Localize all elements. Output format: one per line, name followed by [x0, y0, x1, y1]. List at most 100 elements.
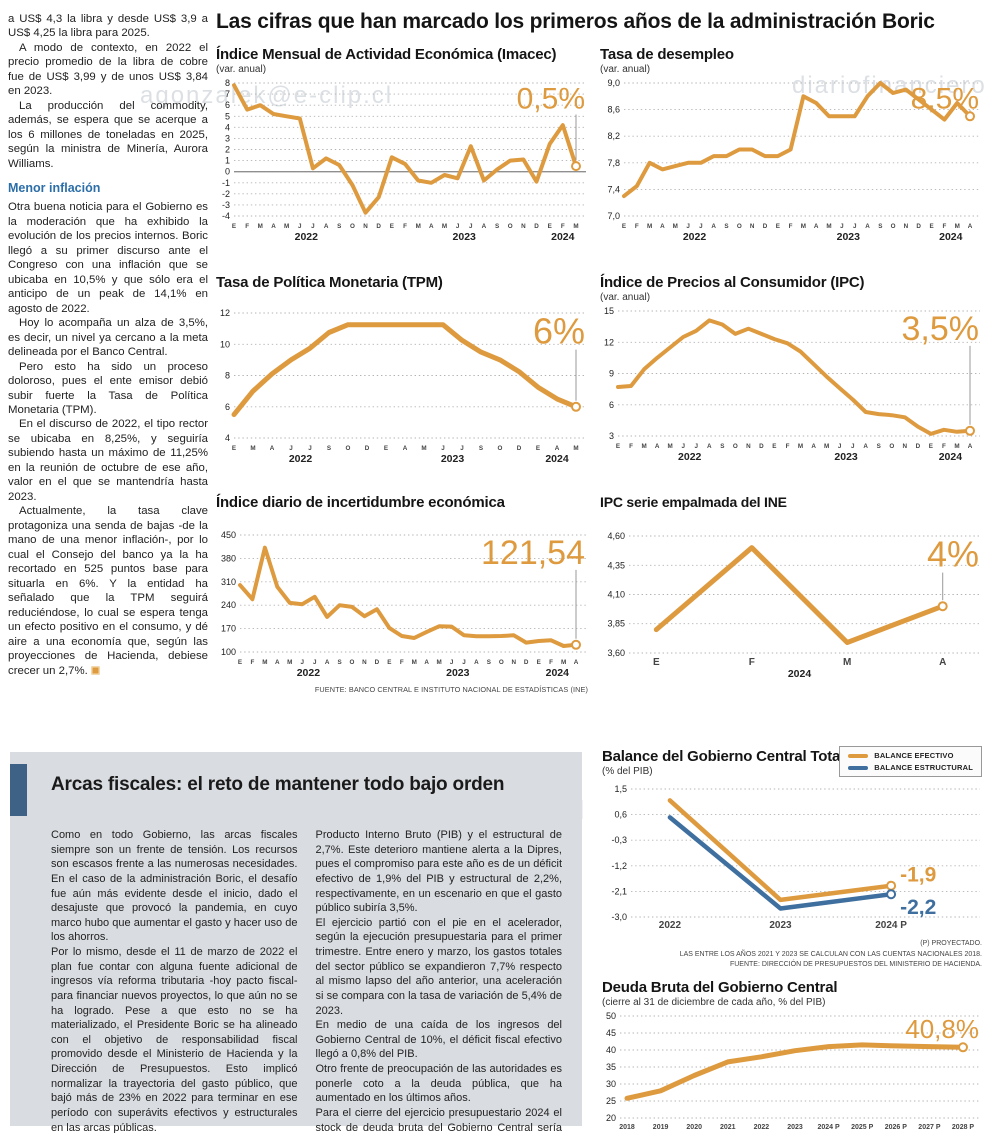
svg-text:N: N — [363, 223, 368, 230]
box-paragraph: El ejercicio partió con el pie en el ace… — [315, 916, 563, 1017]
svg-text:D: D — [534, 223, 539, 230]
chart-plot: 8 7 6 5 4 3 2 1 0 -1 -2 -3 -4 E F M A M J J A S O N D E F M A M J J A S O N… — [216, 75, 588, 248]
svg-text:A: A — [429, 223, 434, 230]
svg-text:D: D — [517, 445, 522, 452]
svg-text:E: E — [384, 445, 388, 452]
svg-text:2022: 2022 — [297, 667, 321, 679]
svg-text:6: 6 — [609, 400, 614, 410]
svg-text:A: A — [968, 443, 973, 450]
svg-text:2024: 2024 — [546, 667, 570, 679]
svg-text:3,85: 3,85 — [607, 619, 625, 629]
box-paragraph: Otro frente de preocupación de las autor… — [315, 1063, 563, 1105]
svg-text:25: 25 — [606, 1096, 616, 1106]
svg-text:O: O — [499, 659, 504, 666]
svg-text:M: M — [955, 223, 960, 230]
footnote: FUENTE: DIRECCIÓN DE PRESUPUESTOS DEL MI… — [729, 961, 982, 968]
svg-text:2024 P: 2024 P — [875, 920, 907, 931]
legend-item: BALANCE ESTRUCTURAL — [848, 763, 973, 772]
chart-deuda: Deuda Bruta del Gobierno Central (cierre… — [602, 979, 982, 1133]
svg-text:6: 6 — [225, 402, 230, 412]
chart-canvas: 9,08,68,27,87,47,0E F M A M J J A S O N D E F M A M J J A S O… — [607, 78, 980, 243]
svg-text:-2: -2 — [222, 189, 230, 199]
svg-text:-1,9: -1,9 — [900, 864, 936, 887]
svg-text:4: 4 — [225, 433, 230, 443]
svg-text:J: J — [456, 223, 460, 230]
svg-text:2022: 2022 — [678, 451, 702, 463]
chart-plot: 15 12 9 6 3 E F M A M J J A S O N D E F M A M J J A S O N D E F M A 2022 2… — [600, 303, 982, 468]
svg-text:M: M — [436, 659, 441, 666]
svg-text:A: A — [325, 659, 330, 666]
footnote: LAS ENTRE LOS AÑOS 2021 Y 2023 SE CALCUL… — [679, 950, 982, 958]
svg-text:A: A — [814, 223, 819, 230]
svg-text:F: F — [789, 223, 793, 230]
svg-text:20: 20 — [606, 1113, 616, 1123]
svg-text:J: J — [853, 223, 857, 230]
svg-text:2024: 2024 — [551, 231, 575, 243]
article-end-icon — [90, 665, 100, 675]
svg-text:2020: 2020 — [686, 1124, 702, 1131]
svg-text:4,60: 4,60 — [607, 531, 625, 541]
chart-source: FUENTE: BANCO CENTRAL E INSTITUTO NACION… — [314, 685, 588, 694]
chart-imacec: Índice Mensual de Actividad Económica (I… — [216, 46, 588, 248]
svg-text:2024: 2024 — [939, 451, 963, 463]
svg-text:-3,0: -3,0 — [611, 912, 627, 922]
svg-text:M: M — [250, 445, 255, 452]
svg-text:M: M — [641, 443, 646, 450]
box-paragraph: Como en todo Gobierno, las arcas fiscale… — [51, 829, 298, 944]
svg-text:M: M — [573, 445, 578, 452]
svg-text:2018: 2018 — [619, 1124, 635, 1131]
svg-text:2023: 2023 — [453, 231, 477, 243]
svg-text:2019: 2019 — [653, 1124, 669, 1131]
legend-swatch-efectivo — [848, 753, 869, 758]
svg-text:7,8: 7,8 — [607, 158, 620, 168]
svg-text:8,2: 8,2 — [607, 131, 620, 141]
svg-text:2022: 2022 — [289, 453, 313, 465]
chart-subtitle: (var. anual) — [600, 64, 651, 75]
svg-text:2022: 2022 — [754, 1124, 770, 1131]
box-paragraph: En medio de una caída de los ingresos de… — [315, 1019, 563, 1061]
charts-section: Las cifras que han marcado los primeros … — [216, 10, 982, 694]
svg-text:2026 P: 2026 P — [885, 1124, 908, 1131]
chart-balance: Balance del Gobierno Central Total (% de… — [602, 746, 982, 971]
svg-text:3,60: 3,60 — [607, 648, 625, 658]
svg-text:O: O — [350, 659, 355, 666]
chart-title: Tasa de Política Monetaria (TPM) — [216, 274, 443, 291]
svg-text:O: O — [508, 223, 513, 230]
svg-text:M: M — [416, 223, 421, 230]
svg-text:30: 30 — [606, 1079, 616, 1089]
svg-text:-0,3: -0,3 — [611, 835, 627, 845]
svg-text:2023: 2023 — [769, 920, 792, 931]
svg-text:F: F — [629, 443, 633, 450]
svg-text:2024: 2024 — [788, 668, 812, 680]
svg-text:2023: 2023 — [837, 231, 861, 243]
article-paragraph: Pero esto ha sido un proceso doloroso, p… — [8, 360, 208, 416]
svg-text:35: 35 — [606, 1062, 616, 1072]
legend-item: BALANCE EFECTIVO — [848, 751, 973, 760]
svg-text:15: 15 — [604, 306, 614, 316]
svg-text:1,5: 1,5 — [614, 784, 627, 794]
article-subhead: Menor inflación — [8, 181, 101, 196]
article-paragraph: La producción del commodity, además, se … — [8, 99, 208, 170]
legend-label: BALANCE EFECTIVO — [874, 751, 954, 760]
svg-text:M: M — [284, 223, 289, 230]
svg-text:O: O — [889, 443, 894, 450]
fiscal-box: Arcas fiscales: el reto de mantener todo… — [10, 752, 582, 1133]
svg-text:E: E — [548, 223, 552, 230]
svg-text:S: S — [337, 659, 341, 666]
svg-text:-1,2: -1,2 — [611, 861, 627, 871]
svg-text:E: E — [772, 443, 776, 450]
svg-text:J: J — [311, 223, 315, 230]
svg-text:J: J — [694, 443, 698, 450]
svg-text:O: O — [498, 445, 503, 452]
svg-text:S: S — [877, 443, 881, 450]
svg-text:E: E — [776, 223, 780, 230]
svg-text:F: F — [942, 223, 946, 230]
svg-text:12: 12 — [220, 308, 230, 318]
svg-text:E: E — [616, 443, 620, 450]
svg-text:2022: 2022 — [659, 920, 682, 931]
svg-text:N: N — [521, 223, 526, 230]
svg-text:-2,1: -2,1 — [611, 886, 627, 896]
